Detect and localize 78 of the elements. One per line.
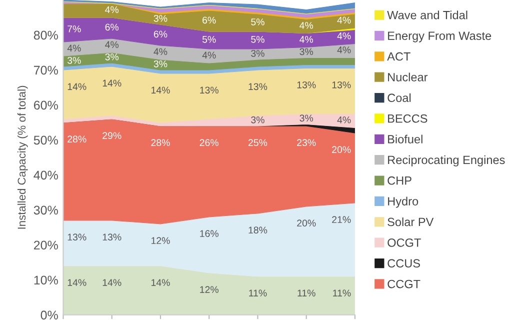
y-tick-label: 60% (34, 100, 58, 110)
data-label: 13% (297, 81, 316, 88)
data-label: 4% (105, 41, 119, 48)
data-label: 20% (332, 146, 351, 154)
data-label: 20% (297, 220, 316, 227)
y-tick-label: 10% (34, 276, 58, 285)
data-label: 14% (68, 83, 86, 90)
data-label: 23% (297, 139, 316, 146)
data-label: 7% (68, 26, 81, 32)
data-label: 13% (332, 81, 351, 88)
data-label: 3% (300, 48, 314, 56)
data-label: 25% (248, 139, 268, 146)
data-label: 13% (68, 234, 86, 241)
data-label: 6% (202, 16, 216, 24)
data-label: 5% (251, 36, 264, 43)
data-label: 3% (68, 56, 81, 64)
data-label: 3% (251, 116, 264, 124)
data-label: 4% (67, 44, 81, 52)
data-label: 4% (337, 46, 351, 54)
data-label: 3% (154, 60, 168, 68)
legend-label: OCGT (388, 238, 421, 247)
legend-label: Energy From Waste (388, 32, 492, 42)
data-label: 4% (202, 52, 216, 59)
legend-label: Biofuel (388, 134, 422, 144)
data-label: 14% (102, 80, 122, 87)
legend-label: Wave and Tidal (387, 10, 468, 20)
data-label: 11% (249, 290, 267, 296)
legend-label: CCUS (388, 259, 420, 268)
data-label: 14% (151, 279, 170, 286)
data-label: 14% (151, 86, 170, 94)
legend-label: CHP (388, 176, 412, 185)
data-label: 26% (200, 139, 218, 146)
data-label: 3% (300, 114, 314, 122)
data-label: 6% (154, 30, 168, 38)
data-label: 4% (154, 48, 168, 56)
y-tick-label: 80% (34, 30, 58, 40)
data-label: 4% (337, 116, 351, 124)
data-label: 4% (337, 32, 351, 40)
data-label: 28% (68, 136, 86, 143)
legend-label: Reciprocating Engines (388, 155, 505, 166)
data-label: 14% (68, 279, 86, 286)
data-label: 18% (248, 226, 268, 234)
data-label: 4% (300, 22, 314, 29)
legend-label: BECCS (388, 114, 428, 123)
y-tick-label: 50% (34, 136, 58, 145)
data-label: 3% (251, 50, 264, 57)
data-label: 29% (102, 132, 122, 140)
data-label: 4% (105, 6, 119, 14)
legend-label: Coal (388, 93, 411, 102)
legend-label: CCGT (388, 280, 420, 288)
data-label: 3% (105, 53, 119, 60)
data-label: 21% (332, 216, 351, 223)
data-label: 11% (298, 290, 316, 296)
legend-label: ACT (387, 52, 410, 61)
data-label: 16% (200, 230, 218, 238)
data-label: 4% (337, 16, 351, 24)
data-label: 5% (202, 36, 216, 43)
data-label: 4% (300, 36, 314, 43)
legend-label: Hydro (388, 196, 418, 208)
data-label: 13% (102, 234, 122, 241)
y-tick-label: 40% (34, 170, 58, 180)
y-tick-label: 70% (34, 66, 58, 75)
data-label: 13% (200, 86, 218, 94)
y-tick-label: 0% (40, 310, 58, 320)
legend-label: Nuclear (388, 72, 428, 82)
y-axis-title: Installed Capacity (% of total) (17, 86, 28, 229)
data-label: 11% (333, 290, 351, 296)
data-label: 14% (102, 279, 122, 286)
data-label: 12% (151, 237, 170, 244)
y-tick-label: 30% (34, 206, 58, 215)
data-label: 12% (200, 286, 218, 293)
y-tick-label: 20% (34, 240, 58, 250)
legend-label: Solar PV (388, 217, 434, 226)
data-label: 13% (248, 83, 268, 90)
data-label: 6% (105, 24, 119, 31)
data-label: 28% (151, 139, 170, 146)
data-label: 3% (154, 14, 168, 22)
data-label: 5% (251, 18, 264, 26)
